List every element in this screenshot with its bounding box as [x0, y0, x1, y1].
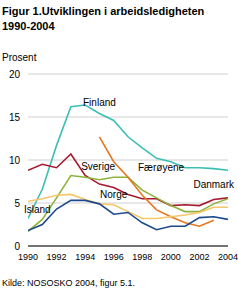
svg-text:20: 20 — [9, 69, 21, 80]
html-text:Kilde: NOSOSKO 2004, figur 5.1: Kilde: NOSOSKO 2004, figur 5.1. — [2, 278, 136, 288]
svg-text:5: 5 — [14, 198, 20, 209]
svg-text:Finland: Finland — [83, 97, 116, 108]
svg-text:2000: 2000 — [161, 252, 181, 262]
svg-text:1996: 1996 — [104, 252, 124, 262]
svg-text:Danmark: Danmark — [193, 179, 230, 190]
svg-text:1990: 1990 — [18, 252, 38, 262]
svg-text:Norge: Norge — [100, 189, 128, 200]
html-text:Prosent: Prosent — [2, 52, 37, 63]
svg-text:1992: 1992 — [47, 252, 67, 262]
svg-text:15: 15 — [9, 112, 21, 123]
svg-text:2002: 2002 — [189, 252, 209, 262]
svg-text:10: 10 — [9, 155, 21, 166]
svg-text:Færøyene: Færøyene — [138, 162, 185, 173]
svg-text:Sverige: Sverige — [81, 161, 115, 172]
svg-text:2004: 2004 — [218, 252, 230, 262]
svg-text:0: 0 — [14, 241, 20, 252]
svg-text:1998: 1998 — [132, 252, 152, 262]
svg-text:1994: 1994 — [75, 252, 95, 262]
svg-text:Island: Island — [24, 204, 51, 215]
html-text:Figur 1.Utviklingen i arbeidsl: Figur 1.Utviklingen i arbeidsledigheten … — [2, 5, 205, 32]
